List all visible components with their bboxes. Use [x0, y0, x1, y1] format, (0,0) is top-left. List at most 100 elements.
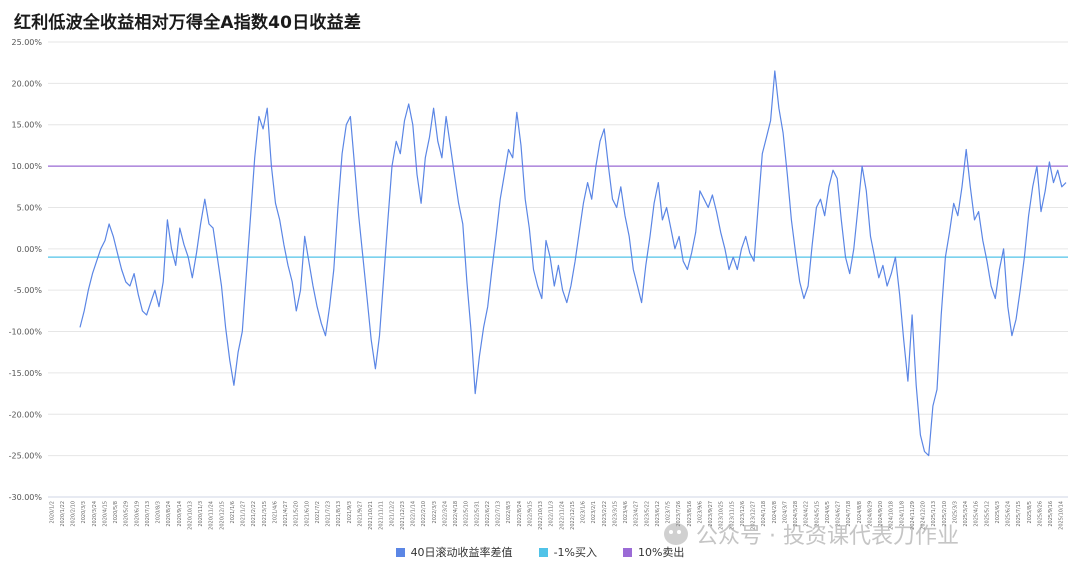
x-tick-label: 2020/3/24: [92, 501, 98, 527]
x-tick-label: 2020/1/2: [49, 501, 55, 523]
legend-label-buy-line: -1%买入: [553, 546, 597, 559]
x-tick-label: 2024/11/8: [899, 501, 905, 527]
x-tick-label: 2023/1/6: [581, 501, 587, 523]
x-tick-label: 2024/10/18: [889, 501, 895, 530]
x-tick-label: 2020/3/3: [81, 501, 87, 523]
x-tick-label: 2024/9/20: [878, 501, 884, 527]
x-tick-label: 2025/6/24: [1006, 501, 1012, 527]
x-tick-label: 2024/3/28: [793, 501, 799, 527]
y-tick-label: -15.00%: [9, 369, 43, 378]
x-tick-label: 2023/7/5: [666, 501, 672, 523]
x-tick-label: 2023/8/16: [687, 501, 693, 527]
x-tick-label: 2024/12/20: [921, 501, 927, 530]
y-tick-label: 10.00%: [11, 162, 42, 171]
x-tick-label: 2025/8/5: [1027, 501, 1033, 523]
y-tick-label: 25.00%: [11, 38, 42, 47]
x-tick-label: 2025/7/15: [1016, 501, 1022, 527]
x-tick-label: 2025/3/24: [963, 501, 969, 527]
legend-swatch-main-series: [395, 547, 405, 557]
legend-swatch-sell-line: [622, 547, 632, 557]
x-tick-label: 2022/3/24: [442, 501, 448, 527]
x-tick-label: 2021/4/27: [283, 501, 289, 527]
x-tick-label: 2021/1/6: [230, 501, 236, 523]
x-tick-label: 2021/11/11: [379, 501, 385, 530]
x-tick-label: 2025/1/13: [931, 501, 937, 527]
x-tick-label: 2024/4/22: [804, 501, 810, 527]
legend-swatch-buy-line: [538, 547, 548, 557]
y-tick-label: -10.00%: [9, 328, 43, 337]
x-tick-label: 2024/8/8: [857, 501, 863, 523]
legend-label-sell-line: 10%卖出: [637, 546, 685, 559]
x-tick-label: 2024/1/18: [761, 501, 767, 527]
legend-item-main-series[interactable]: 40日滚动收益率差值: [395, 544, 513, 560]
x-tick-label: 2020/4/15: [102, 501, 108, 527]
x-tick-label: 2020/12/15: [219, 501, 225, 530]
x-tick-label: 2022/8/24: [517, 501, 523, 527]
x-tick-label: 2022/7/13: [496, 501, 502, 527]
legend-label-main-series: 40日滚动收益率差值: [410, 546, 513, 559]
series-line-main: [79, 70, 1067, 457]
x-tick-label: 2025/10/14: [1059, 501, 1065, 530]
x-tick-label: 2023/6/12: [655, 501, 661, 527]
x-tick-label: 2021/12/2: [389, 501, 395, 527]
x-tick-label: 2021/5/20: [294, 501, 300, 527]
x-tick-label: 2024/5/15: [814, 501, 820, 527]
x-tick-label: 2023/2/22: [602, 501, 608, 527]
x-tick-label: 2023/2/1: [591, 501, 597, 523]
x-tick-label: 2020/8/24: [166, 501, 172, 527]
x-tick-label: 2020/6/19: [134, 501, 140, 527]
x-tick-label: 2022/4/18: [453, 501, 459, 527]
x-tick-label: 2020/7/13: [145, 501, 151, 527]
x-tick-label: 2023/9/6: [697, 501, 703, 523]
x-tick-label: 2023/12/27: [751, 501, 757, 530]
x-tick-label: 2022/10/13: [538, 501, 544, 530]
x-tick-label: 2022/2/10: [421, 501, 427, 527]
x-tick-label: 2023/12/6: [740, 501, 746, 527]
x-tick-label: 2020/10/13: [187, 501, 193, 530]
x-tick-label: 2021/6/10: [304, 501, 310, 527]
x-tick-label: 2025/3/3: [952, 501, 958, 523]
x-tick-label: 2023/9/27: [708, 501, 714, 527]
x-tick-label: 2025/9/16: [1048, 501, 1054, 527]
x-tick-label: 2021/4/6: [272, 501, 278, 523]
x-tick-label: 2021/3/15: [262, 501, 268, 527]
x-tick-label: 2023/11/15: [729, 501, 735, 530]
x-tick-label: 2020/5/8: [113, 501, 119, 523]
x-tick-label: 2022/5/10: [464, 501, 470, 527]
x-tick-label: 2023/10/25: [719, 501, 725, 530]
x-tick-label: 2020/2/10: [71, 501, 77, 527]
x-tick-label: 2021/1/27: [241, 501, 247, 527]
x-tick-label: 2024/6/5: [825, 501, 831, 523]
y-tick-label: 5.00%: [17, 203, 43, 212]
y-tick-label: -5.00%: [14, 286, 43, 295]
x-tick-label: 2025/5/12: [984, 501, 990, 527]
x-tick-label: 2023/4/6: [623, 501, 629, 523]
x-tick-label: 2020/8/3: [156, 501, 162, 523]
x-tick-label: 2024/2/8: [772, 501, 778, 523]
x-tick-label: 2021/12/23: [400, 501, 406, 530]
y-tick-label: -20.00%: [9, 410, 43, 419]
x-tick-label: 2024/11/29: [910, 501, 916, 530]
y-tick-label: -25.00%: [9, 452, 43, 461]
y-tick-label: 0.00%: [17, 245, 43, 254]
legend-item-buy-line[interactable]: -1%买入: [538, 544, 597, 560]
x-tick-label: 2025/6/3: [995, 501, 1001, 523]
watermark: 公众号 · 投资课代表刀作业: [664, 518, 959, 550]
x-tick-label: 2021/2/22: [251, 501, 257, 527]
x-tick-label: 2022/11/3: [549, 501, 555, 527]
x-tick-label: 2020/11/3: [198, 501, 204, 527]
x-tick-label: 2024/3/7: [782, 501, 788, 523]
x-tick-label: 2022/12/15: [570, 501, 576, 530]
x-tick-label: 2024/8/29: [867, 501, 873, 527]
x-tick-label: 2023/7/26: [676, 501, 682, 527]
x-tick-label: 2020/5/29: [124, 501, 130, 527]
x-tick-label: 2025/8/26: [1037, 501, 1043, 527]
x-tick-label: 2021/9/3: [347, 501, 353, 523]
x-tick-label: 2022/11/24: [559, 501, 565, 530]
legend-item-sell-line[interactable]: 10%卖出: [622, 544, 685, 560]
x-tick-label: 2024/7/18: [846, 501, 852, 527]
x-tick-label: 2022/3/3: [432, 501, 438, 523]
x-tick-label: 2020/1/22: [60, 501, 66, 527]
